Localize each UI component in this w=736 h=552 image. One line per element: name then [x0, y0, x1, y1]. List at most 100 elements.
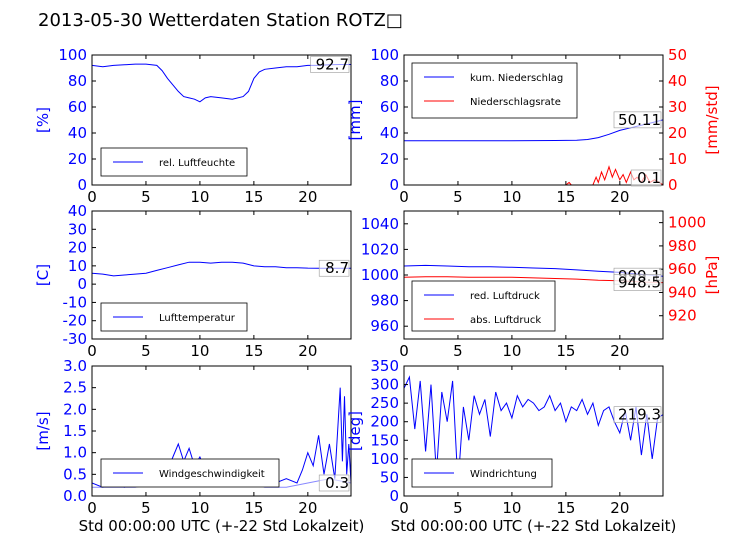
- series-line-1: [92, 261, 351, 277]
- x-tick-label: 5: [453, 499, 463, 517]
- x-tick-label: 10: [190, 499, 209, 517]
- y-axis-label: [m/s]: [34, 411, 52, 450]
- plot-frame: [403, 365, 664, 497]
- y-tick-label: 50: [380, 468, 399, 486]
- x-tick-label: 10: [502, 342, 521, 360]
- y-tick-label: -10: [63, 293, 88, 311]
- y-tick-label: 80: [68, 72, 87, 90]
- y-tick-label: 40: [68, 124, 87, 142]
- y-tick-label: 1.0: [63, 444, 87, 462]
- y-axis-label: [mm]: [346, 100, 364, 141]
- y-right-tick-label: 50: [668, 46, 687, 64]
- y-tick-label: 60: [68, 98, 87, 116]
- chart-title: 2013-05-30 Wetterdaten Station ROTZ□: [38, 10, 403, 31]
- y-tick-label: -30: [63, 330, 88, 348]
- y-tick-label: 0.5: [63, 465, 87, 483]
- x-tick-label: 10: [190, 188, 209, 206]
- y-right-tick-label: 30: [668, 98, 687, 116]
- x-tick-label: 20: [610, 499, 629, 517]
- y-tick-label: 2.5: [63, 379, 87, 397]
- legend-label: Niederschlagsrate: [470, 97, 561, 108]
- x-tick-label: 15: [556, 188, 575, 206]
- x-tick-label: 15: [556, 342, 575, 360]
- x-tick-label: 5: [141, 188, 151, 206]
- legend-label: kum. Niederschlag: [470, 73, 563, 84]
- value-label-box: [613, 111, 662, 129]
- y-right-tick-label: 940: [668, 283, 697, 301]
- x-tick-label: 10: [502, 499, 521, 517]
- value-label: 0.3: [325, 474, 349, 492]
- y-right-tick-label: 1000: [668, 214, 706, 232]
- y-right-tick-label: 20: [668, 124, 687, 142]
- value-label: 0.1: [637, 169, 661, 187]
- x-tick-label: 0: [87, 342, 97, 360]
- y-tick-label: 30: [68, 220, 87, 238]
- y-tick-label: 1040: [361, 215, 399, 233]
- x-tick-label: 0: [87, 188, 97, 206]
- value-label: 92.7: [316, 55, 349, 73]
- x-tick-label: 5: [453, 188, 463, 206]
- x-tick-label: 5: [141, 499, 151, 517]
- y-tick-label: 980: [370, 292, 399, 310]
- y-tick-label: 0: [77, 176, 87, 194]
- y-right-axis-label: [mm/std]: [703, 85, 721, 154]
- y-tick-label: 1000: [361, 266, 399, 284]
- x-tick-label: 5: [453, 342, 463, 360]
- value-label: 948.5: [618, 274, 661, 292]
- x-tick-label: 0: [399, 188, 409, 206]
- x-axis-label: Std 00:00:00 UTC (+-22 Std Lokalzeit): [79, 517, 365, 535]
- legend-label: rel. Luftfeuchte: [159, 158, 235, 169]
- value-label-box: [318, 474, 350, 492]
- legend-box: [411, 62, 578, 119]
- legend-label: red. Luftdruck: [470, 291, 540, 302]
- legend-box: [100, 302, 248, 332]
- value-label: 8.7: [325, 259, 349, 277]
- series-group: [92, 63, 351, 103]
- y-axis-label: [C]: [34, 264, 52, 286]
- y-tick-label: -20: [63, 312, 88, 330]
- x-tick-label: 20: [610, 342, 629, 360]
- y-tick-label: 100: [370, 46, 399, 64]
- x-tick-label: 0: [399, 342, 409, 360]
- series-line-1: [92, 63, 351, 103]
- y-axis-label: [%]: [34, 107, 52, 133]
- series-group: [404, 375, 663, 485]
- x-tick-label: 20: [298, 188, 317, 206]
- legend-box: [411, 280, 556, 332]
- value-label: 50.11: [618, 111, 661, 129]
- y-axis-label: [deg]: [346, 411, 364, 451]
- series-group: [404, 119, 663, 185]
- x-tick-label: 20: [298, 499, 317, 517]
- y-tick-label: 100: [58, 46, 87, 64]
- x-tick-label: 0: [399, 499, 409, 517]
- value-label-box: [630, 169, 662, 187]
- x-tick-label: 15: [244, 342, 263, 360]
- y-tick-label: 40: [380, 124, 399, 142]
- x-tick-label: 15: [244, 499, 263, 517]
- y-tick-label: 0: [389, 176, 399, 194]
- y-right-tick-label: 0: [668, 176, 678, 194]
- y-tick-label: 20: [68, 239, 87, 257]
- y-tick-label: 300: [370, 376, 399, 394]
- y-tick-label: 150: [370, 431, 399, 449]
- plot-frame: [91, 54, 352, 186]
- chart-panel-2: 0 5 10 15 20 0 20 40 60 80 100 0 10 20 30 40 50 [mm] [mm/s…: [346, 46, 721, 206]
- x-tick-label: 15: [556, 499, 575, 517]
- y-tick-label: 20: [68, 150, 87, 168]
- x-tick-label: 10: [502, 188, 521, 206]
- y-tick-label: 960: [370, 317, 399, 335]
- y-right-tick-label: 920: [668, 307, 697, 325]
- y-tick-label: 250: [370, 394, 399, 412]
- y-tick-label: 1.5: [63, 422, 87, 440]
- y-right-tick-label: 10: [668, 150, 687, 168]
- chart-panel-3: 0 5 10 15 20-30-20-10010203040[C]Lufttempera…: [34, 202, 352, 360]
- legend-label: Lufttemperatur: [159, 313, 236, 324]
- x-tick-label: 10: [190, 342, 209, 360]
- legend-label: Windgeschwindigkeit: [159, 469, 265, 480]
- y-tick-label: 1020: [361, 240, 399, 258]
- y-tick-label: 2.0: [63, 400, 87, 418]
- plot-frame: [403, 54, 664, 186]
- series-line-2: [404, 165, 663, 185]
- y-tick-label: 200: [370, 413, 399, 431]
- legend-label: Windrichtung: [470, 469, 537, 480]
